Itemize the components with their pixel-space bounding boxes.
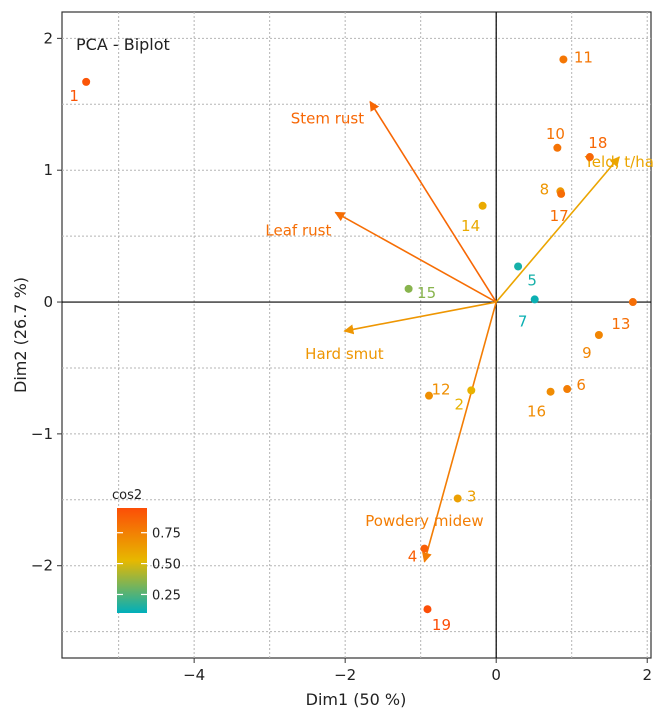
individual-point bbox=[453, 494, 462, 503]
individual-label: 9 bbox=[582, 344, 592, 362]
individual-label: 3 bbox=[467, 487, 477, 505]
individual-point bbox=[628, 298, 637, 307]
legend-title: cos2 bbox=[112, 488, 142, 503]
individual-point bbox=[553, 143, 562, 152]
individual-label: 1 bbox=[69, 87, 79, 105]
individual-label: 15 bbox=[417, 284, 436, 302]
individual-point bbox=[404, 284, 413, 293]
individual-point bbox=[82, 77, 91, 86]
y-axis-label: Dim2 (26.7 %) bbox=[11, 277, 30, 393]
variable-label: Leaf rust bbox=[265, 221, 331, 239]
individual-label: 11 bbox=[574, 48, 593, 66]
individual-label: 5 bbox=[527, 271, 537, 289]
y-tick-label: 1 bbox=[43, 161, 53, 179]
x-tick-label: −2 bbox=[334, 666, 356, 684]
y-tick-label: −1 bbox=[31, 425, 53, 443]
x-axis-label: Dim1 (50 %) bbox=[306, 690, 407, 709]
y-tick-label: −2 bbox=[31, 557, 53, 575]
individual-point bbox=[420, 544, 429, 553]
individual-label: 17 bbox=[550, 207, 569, 225]
individual-point bbox=[423, 605, 432, 614]
variable-arrow bbox=[334, 211, 497, 303]
y-tick-label: 2 bbox=[43, 29, 53, 47]
individual-point bbox=[594, 331, 603, 339]
individual-label: 14 bbox=[461, 217, 480, 235]
individual-label: 4 bbox=[408, 548, 418, 566]
x-tick-label: 0 bbox=[491, 666, 501, 684]
individual-point bbox=[467, 386, 476, 395]
variable-arrow bbox=[495, 156, 620, 303]
variable-label: Powdery midew bbox=[365, 512, 483, 530]
legend-tick-label: 0.75 bbox=[152, 527, 181, 542]
individual-point bbox=[530, 295, 539, 304]
legend-colorbar bbox=[117, 508, 147, 613]
variable-label: Stem rust bbox=[291, 110, 365, 128]
individual-label: 6 bbox=[576, 376, 586, 394]
individual-label: 7 bbox=[518, 312, 528, 330]
variable-arrow bbox=[369, 100, 497, 303]
x-tick-label: 2 bbox=[642, 666, 652, 684]
legend-tick-label: 0.50 bbox=[152, 558, 181, 573]
individual-point bbox=[585, 153, 594, 162]
x-tick-label: −4 bbox=[183, 666, 205, 684]
variable-arrow bbox=[422, 301, 497, 563]
individual-label: 16 bbox=[527, 403, 546, 421]
individual-point bbox=[478, 201, 487, 210]
panel-border bbox=[61, 11, 652, 659]
individual-label: 10 bbox=[546, 125, 565, 143]
variable-arrow bbox=[343, 301, 497, 335]
individual-label: 13 bbox=[611, 315, 630, 333]
individual-label: 2 bbox=[455, 395, 465, 413]
variable-label: Hard smut bbox=[305, 345, 384, 363]
individual-label: 8 bbox=[540, 180, 550, 198]
individual-point bbox=[514, 262, 523, 271]
legend-tick-label: 0.25 bbox=[152, 588, 181, 603]
variable-label: Yeld, t/ha bbox=[584, 153, 654, 171]
individual-point bbox=[557, 189, 566, 198]
individual-point bbox=[546, 387, 555, 396]
y-tick-label: 0 bbox=[43, 293, 53, 311]
individual-point bbox=[559, 55, 568, 64]
individual-label: 19 bbox=[432, 616, 451, 634]
individual-label: 18 bbox=[588, 134, 607, 152]
individual-label: 12 bbox=[431, 381, 450, 399]
individual-point bbox=[563, 385, 572, 394]
cos2-legend: cos2 0.25 0.50 0.75 bbox=[112, 488, 181, 613]
individual-point bbox=[424, 391, 433, 400]
chart-title: PCA - Biplot bbox=[76, 35, 170, 54]
